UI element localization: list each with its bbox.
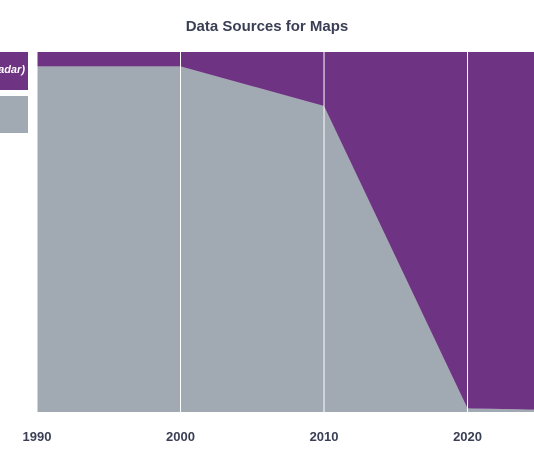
area-series-2[interactable] [37,52,534,410]
area-series-1[interactable] [37,66,534,412]
legend-item-1[interactable]: …adar) [0,52,28,90]
legend-item-1-label: …adar) [0,64,25,76]
x-tick-label-2000: 2000 [166,429,195,444]
x-tick-label-2010: 2010 [310,429,339,444]
chart-title: Data Sources for Maps [185,18,349,35]
x-tick-label-1990: 1990 [23,429,52,444]
legend-item-2[interactable] [0,96,28,133]
x-tick-label-2020: 2020 [453,429,482,444]
